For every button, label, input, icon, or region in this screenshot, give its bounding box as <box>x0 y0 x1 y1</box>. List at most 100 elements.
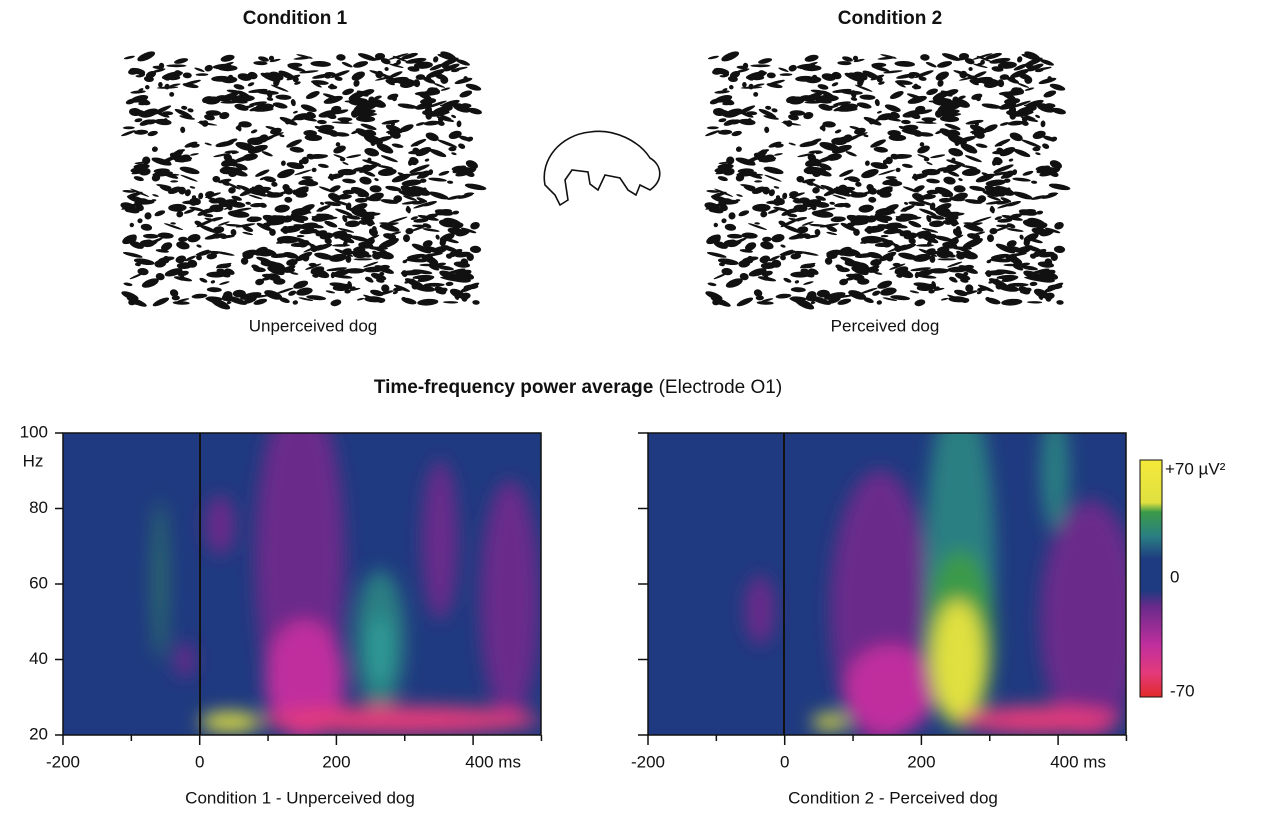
noise-blob <box>249 101 267 106</box>
noise-blob <box>953 228 962 237</box>
section-title: Time-frequency power average (Electrode … <box>374 377 782 398</box>
noise-blob <box>376 143 394 154</box>
noise-blob <box>279 237 294 244</box>
noise-blob <box>879 193 885 196</box>
noise-blob <box>815 151 824 155</box>
noise-blob <box>737 168 754 174</box>
noise-blob <box>988 278 997 284</box>
noise-blob <box>362 164 373 172</box>
image-caption: Perceived dog <box>831 316 940 335</box>
noise-blob <box>800 268 815 278</box>
noise-blob <box>397 103 418 109</box>
noise-blob <box>902 186 919 193</box>
noise-blob <box>213 251 235 256</box>
noise-blob <box>918 109 933 115</box>
noise-blob <box>169 83 181 87</box>
noise-blob <box>748 223 767 231</box>
noise-blob <box>710 296 731 307</box>
noise-blob <box>1038 77 1057 85</box>
noise-blob <box>195 249 210 256</box>
noise-blob <box>305 263 322 270</box>
noise-blob <box>954 246 972 253</box>
noise-blob <box>730 119 741 125</box>
noise-blob <box>329 282 348 288</box>
noise-blob <box>803 281 814 285</box>
noise-blob <box>843 177 850 181</box>
noise-blob <box>735 174 745 182</box>
noise-blob <box>288 290 297 296</box>
noise-blob <box>402 234 411 243</box>
noise-blob <box>458 143 466 149</box>
noise-blob <box>775 293 792 299</box>
noise-blob <box>410 185 431 196</box>
noise-blob <box>856 102 872 109</box>
noise-blob <box>1001 298 1023 306</box>
noise-blob <box>758 70 766 76</box>
noise-blob <box>425 132 439 142</box>
noise-blob <box>771 108 778 113</box>
noise-blob <box>934 286 940 291</box>
noise-blob <box>790 253 802 260</box>
noise-blob <box>834 129 842 134</box>
noise-blob <box>890 111 900 119</box>
noise-blob <box>1032 248 1047 258</box>
noise-blob <box>231 195 242 201</box>
noise-blob <box>939 197 952 203</box>
image-caption: Unperceived dog <box>249 316 378 335</box>
noise-blob <box>274 204 290 213</box>
noise-blob <box>717 176 728 182</box>
noise-blob <box>863 237 878 244</box>
noise-blob <box>1049 83 1066 91</box>
noise-blob <box>1050 253 1058 261</box>
noise-blob <box>346 154 362 159</box>
noise-blob <box>409 164 430 174</box>
noise-blob <box>729 84 734 90</box>
noise-blob <box>810 89 827 94</box>
noise-blob <box>876 189 881 195</box>
noise-blob <box>179 166 200 175</box>
noise-blob <box>428 177 447 182</box>
noise-blob <box>900 205 915 212</box>
noise-blob <box>134 262 141 267</box>
noise-blob <box>164 268 183 277</box>
noise-blob <box>1051 107 1066 115</box>
noise-blob <box>1013 148 1031 158</box>
noise-blob <box>368 57 383 61</box>
noise-blob <box>364 148 380 157</box>
noise-blob <box>247 138 256 145</box>
noise-blob <box>330 299 342 307</box>
noise-blob <box>895 80 913 85</box>
noise-blob <box>242 225 254 233</box>
noise-blob <box>271 262 285 270</box>
noise-blob <box>739 272 749 281</box>
noise-blob <box>363 294 381 303</box>
noise-blob <box>308 262 317 267</box>
noise-blob <box>248 88 268 93</box>
noise-blob <box>430 111 450 117</box>
noise-blob <box>794 298 815 310</box>
noise-blob <box>369 185 382 193</box>
noise-blob <box>941 53 961 61</box>
noise-blob <box>1000 171 1014 179</box>
noise-blob <box>887 244 906 253</box>
noise-blob <box>792 199 802 204</box>
noise-blob <box>137 267 149 276</box>
noise-blob <box>374 178 379 182</box>
noise-blob <box>255 250 274 257</box>
noise-blob <box>771 259 782 268</box>
noise-blob <box>284 196 293 203</box>
noise-blob <box>164 223 183 231</box>
noise-blob <box>1012 177 1031 182</box>
noise-blob <box>816 155 837 163</box>
noise-blob <box>718 129 733 135</box>
noise-blob <box>803 112 814 120</box>
noise-blob <box>404 278 413 284</box>
noise-blob <box>445 281 454 287</box>
noise-blob <box>826 225 838 233</box>
noise-blob <box>842 134 853 143</box>
noise-blob <box>746 76 754 81</box>
noise-blob <box>137 218 143 224</box>
plot-caption: Condition 2 - Perceived dog <box>788 788 998 807</box>
noise-blob <box>934 95 941 101</box>
noise-blob <box>815 98 832 104</box>
